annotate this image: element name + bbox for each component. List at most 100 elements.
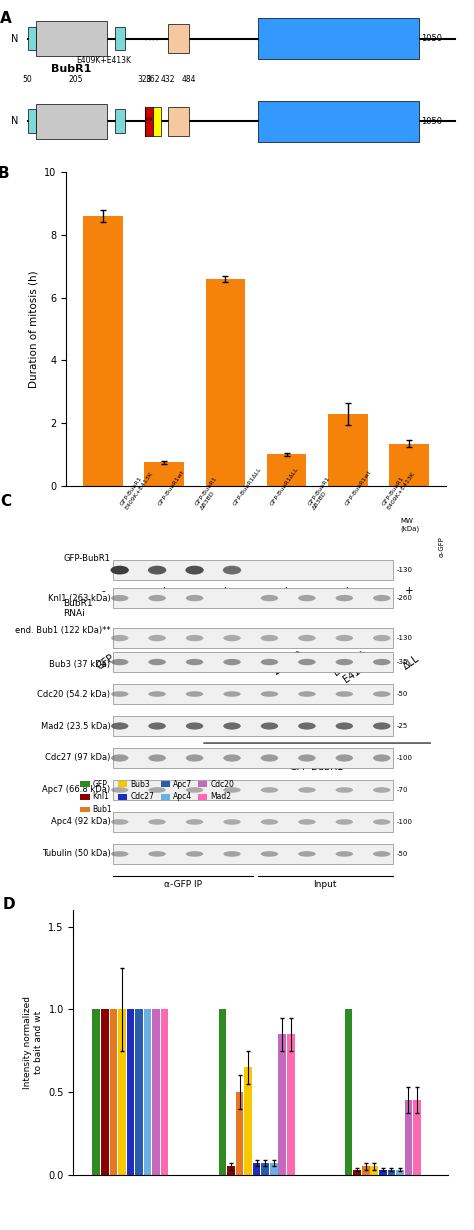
- Text: **: **: [145, 117, 153, 125]
- Ellipse shape: [298, 595, 316, 601]
- Ellipse shape: [261, 851, 278, 857]
- Ellipse shape: [336, 787, 353, 793]
- Text: -50: -50: [396, 851, 408, 857]
- Text: +: +: [221, 587, 230, 597]
- Ellipse shape: [148, 635, 166, 641]
- Text: Cdc27 (97 kDa): Cdc27 (97 kDa): [45, 754, 110, 763]
- Text: +: +: [343, 587, 352, 597]
- Text: GFP-BubR1
ΔB3BD: GFP-BubR1 ΔB3BD: [307, 476, 336, 510]
- Ellipse shape: [223, 691, 241, 697]
- Ellipse shape: [298, 635, 316, 641]
- Ellipse shape: [148, 659, 166, 665]
- Bar: [115, 27, 125, 50]
- Text: 484: 484: [182, 0, 196, 1]
- Bar: [127, 1010, 134, 1175]
- Text: -70: -70: [396, 787, 408, 793]
- Ellipse shape: [111, 754, 128, 761]
- Ellipse shape: [298, 851, 316, 857]
- Text: Apc7 (66.8 kDa): Apc7 (66.8 kDa): [42, 786, 110, 795]
- Text: 362: 362: [146, 75, 160, 85]
- Bar: [113, 652, 393, 672]
- Ellipse shape: [111, 659, 128, 665]
- Text: GFP-BubR1wt: GFP-BubR1wt: [157, 470, 185, 507]
- Text: -: -: [101, 587, 105, 597]
- Bar: [36, 21, 107, 57]
- Ellipse shape: [261, 819, 278, 825]
- Ellipse shape: [110, 566, 129, 574]
- Bar: [113, 812, 393, 831]
- Text: GFP-BubR1ΔLL: GFP-BubR1ΔLL: [232, 466, 262, 507]
- Ellipse shape: [186, 787, 203, 793]
- Ellipse shape: [186, 819, 203, 825]
- Ellipse shape: [111, 635, 128, 641]
- Bar: [36, 103, 107, 139]
- Text: GFP-BubR1ΔLL: GFP-BubR1ΔLL: [269, 466, 300, 507]
- Ellipse shape: [148, 722, 166, 729]
- Bar: [113, 629, 393, 648]
- Text: end. Bub1 (122 kDa)**: end. Bub1 (122 kDa)**: [15, 626, 110, 635]
- Text: MW
(kDa): MW (kDa): [400, 518, 419, 531]
- Ellipse shape: [223, 819, 241, 825]
- Ellipse shape: [261, 635, 278, 641]
- Bar: [219, 1010, 226, 1175]
- Ellipse shape: [261, 754, 278, 761]
- Bar: [413, 1101, 421, 1175]
- Ellipse shape: [148, 566, 166, 574]
- Ellipse shape: [111, 595, 128, 601]
- Text: Tubulin (50 kDa): Tubulin (50 kDa): [42, 850, 110, 859]
- Bar: [253, 1164, 261, 1175]
- Bar: [161, 1010, 168, 1175]
- Text: 50: 50: [23, 75, 33, 85]
- Ellipse shape: [111, 722, 128, 729]
- Text: 328: 328: [138, 75, 152, 85]
- Ellipse shape: [223, 635, 241, 641]
- Bar: [236, 1092, 243, 1175]
- Bar: [396, 1170, 404, 1175]
- Text: 362: 362: [146, 0, 160, 1]
- Text: GFP: GFP: [95, 653, 117, 672]
- Text: E409K+E413K: E409K+E413K: [76, 57, 131, 65]
- Ellipse shape: [148, 595, 166, 601]
- Bar: [113, 588, 393, 608]
- Ellipse shape: [298, 754, 316, 761]
- Text: N: N: [11, 117, 18, 127]
- Bar: [113, 716, 393, 736]
- Bar: [113, 748, 393, 768]
- Ellipse shape: [111, 691, 128, 697]
- Bar: [287, 1034, 295, 1175]
- Bar: [328, 413, 367, 486]
- Bar: [92, 1010, 100, 1175]
- Bar: [27, 27, 36, 50]
- Bar: [244, 1068, 252, 1175]
- Text: C: C: [0, 494, 11, 509]
- Ellipse shape: [148, 691, 166, 697]
- Bar: [113, 560, 393, 581]
- Ellipse shape: [373, 754, 391, 761]
- Ellipse shape: [223, 566, 241, 574]
- Text: -35: -35: [396, 659, 408, 665]
- Text: GFP-BubR1: GFP-BubR1: [290, 761, 344, 772]
- Ellipse shape: [336, 659, 353, 665]
- Text: 484: 484: [182, 75, 196, 85]
- Ellipse shape: [261, 659, 278, 665]
- Bar: [278, 1034, 286, 1175]
- Ellipse shape: [261, 787, 278, 793]
- Ellipse shape: [298, 787, 316, 793]
- Ellipse shape: [261, 722, 278, 729]
- Text: -130: -130: [396, 635, 412, 641]
- Bar: [113, 780, 393, 800]
- Text: 432: 432: [161, 0, 175, 1]
- Ellipse shape: [111, 787, 128, 793]
- Text: -130: -130: [396, 567, 412, 573]
- Text: Cdc20 (54.2 kDa): Cdc20 (54.2 kDa): [37, 690, 110, 699]
- Text: -100: -100: [396, 755, 412, 761]
- Ellipse shape: [336, 635, 353, 641]
- Text: BubR1: BubR1: [51, 64, 91, 74]
- Ellipse shape: [186, 851, 203, 857]
- Ellipse shape: [373, 787, 391, 793]
- Bar: [83, 216, 123, 486]
- Bar: [168, 23, 189, 53]
- Text: A: A: [0, 11, 12, 26]
- Y-axis label: Intensity normalized
to bait and wt: Intensity normalized to bait and wt: [23, 996, 43, 1089]
- Bar: [362, 1166, 370, 1175]
